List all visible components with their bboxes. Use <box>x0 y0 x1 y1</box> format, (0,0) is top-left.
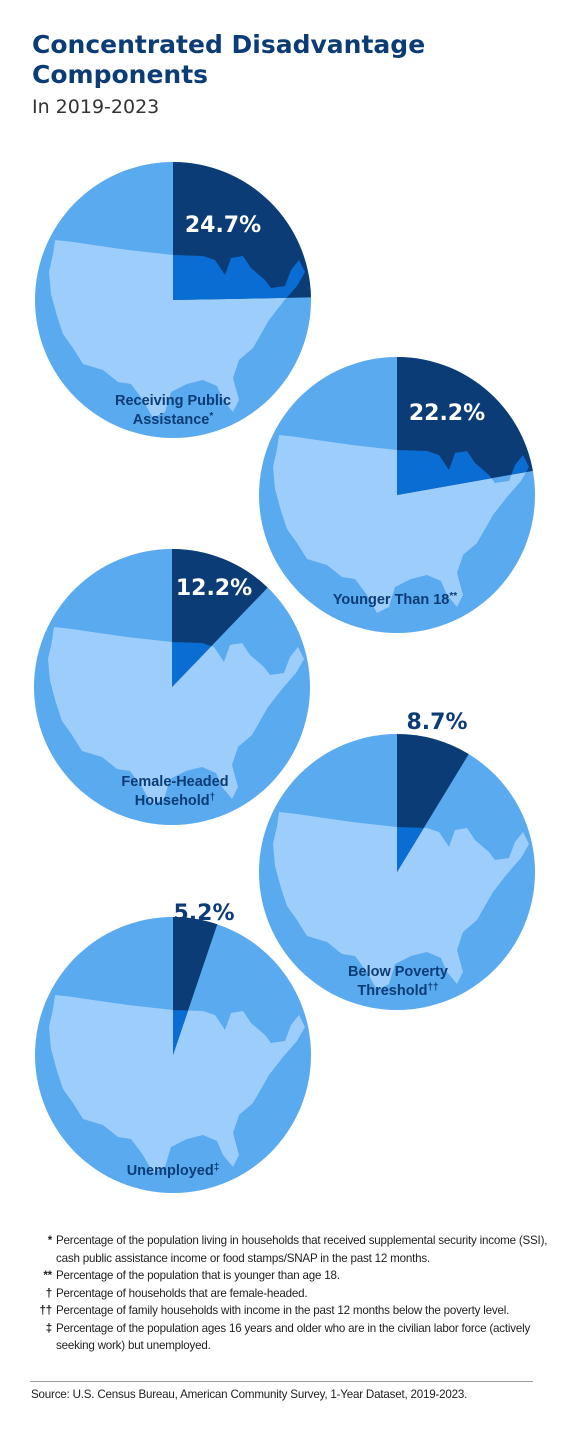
source-note: Source: U.S. Census Bureau, American Com… <box>31 1388 468 1401</box>
footnote: ‡ Percentage of the population ages 16 ye… <box>30 1320 560 1355</box>
pie-5: 5.2% Unemployed‡ <box>35 901 311 1193</box>
value-label: 8.7% <box>406 710 467 735</box>
footnote: †† Percentage of family households with i… <box>30 1302 560 1320</box>
pie-1: 24.7% Receiving Public Assistance* <box>35 162 311 438</box>
footnote-symbol: † <box>45 1286 52 1300</box>
pie-4: 8.7% Below Poverty Threshold†† <box>259 710 535 1010</box>
us-map-shape <box>49 995 305 1173</box>
page-subtitle: In 2019-2023 <box>32 96 160 118</box>
us-map-slice-portion <box>173 240 305 300</box>
value-label: 12.2% <box>176 576 252 601</box>
footnote-text: Percentage of the population ages 16 yea… <box>56 1321 531 1353</box>
footnotes: * Percentage of the population living in … <box>30 1232 560 1355</box>
footnote-symbol: †† <box>39 1304 53 1317</box>
us-map-shape <box>48 627 304 805</box>
category-label: Female-Headed Household† <box>121 774 228 809</box>
footnote-symbol: ‡ <box>45 1321 52 1335</box>
footnote-text: Percentage of family households with inc… <box>56 1304 510 1317</box>
footnote-symbol: * <box>47 1234 53 1247</box>
footnote: ** Percentage of the population that is y… <box>30 1267 560 1285</box>
category-label: Receiving Public Assistance* <box>115 393 231 428</box>
page-title: Concentrated Disadvantage Components <box>32 30 426 89</box>
us-map-slice-portion <box>397 435 529 495</box>
category-label: Younger Than 18** <box>333 591 457 608</box>
pie-charts: 24.7% Receiving Public Assistance* 22.2% You… <box>34 162 535 1193</box>
footnote-symbol: ** <box>43 1269 52 1282</box>
category-label: Unemployed‡ <box>127 1162 220 1179</box>
value-label: 22.2% <box>409 401 485 426</box>
footnote-text: Percentage of the population that is you… <box>56 1269 340 1282</box>
divider <box>30 1381 533 1382</box>
footnote: † Percentage of households that are femal… <box>30 1285 560 1303</box>
pie-2: 22.2% Younger Than 18** <box>259 357 535 633</box>
footnote-text: Percentage of the population living in h… <box>56 1234 548 1265</box>
us-map-shape <box>273 812 529 990</box>
category-label: Below Poverty Threshold†† <box>348 964 448 999</box>
value-label: 24.7% <box>185 213 261 238</box>
pie-3: 12.2% Female-Headed Household† <box>34 549 310 825</box>
footnote: * Percentage of the population living in … <box>30 1232 560 1267</box>
footnote-text: Percentage of households that are female… <box>56 1286 308 1300</box>
value-label: 5.2% <box>173 901 234 926</box>
